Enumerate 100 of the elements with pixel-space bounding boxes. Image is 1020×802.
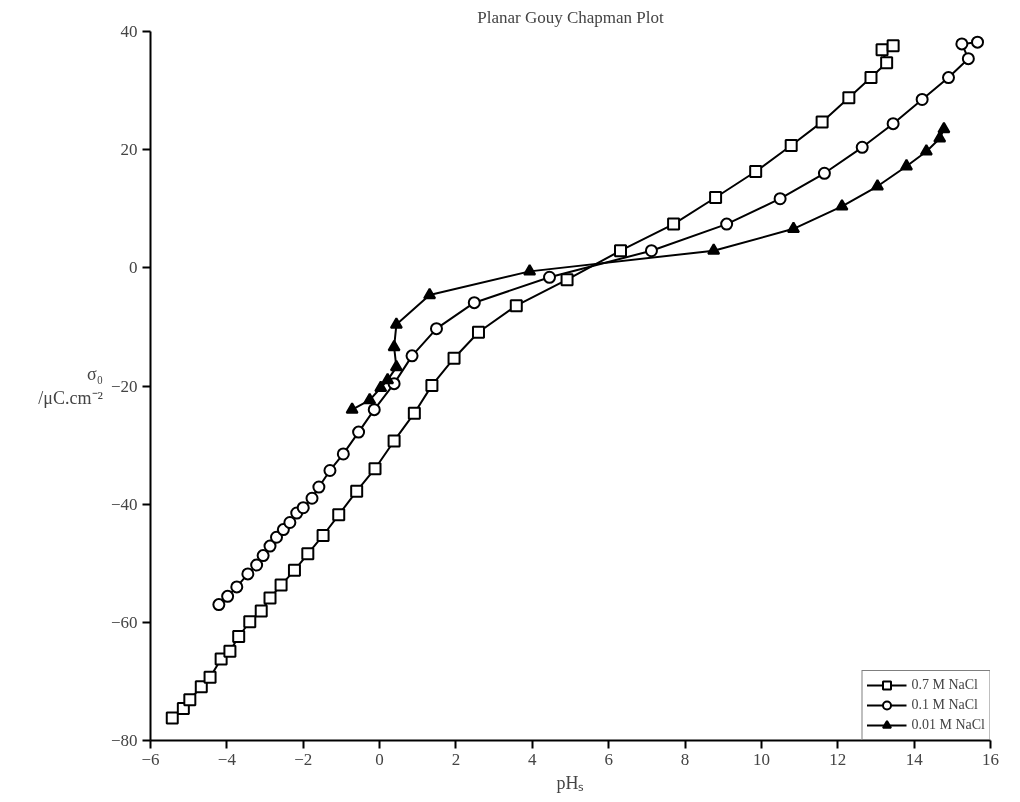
point bbox=[875, 43, 889, 57]
point bbox=[283, 515, 297, 529]
y-tick-label: −40 bbox=[110, 494, 138, 514]
x-tick-label: −4 bbox=[217, 749, 237, 769]
point bbox=[241, 567, 255, 581]
point bbox=[720, 217, 734, 231]
point bbox=[274, 578, 288, 592]
point bbox=[471, 325, 485, 339]
point bbox=[560, 273, 574, 287]
point bbox=[243, 615, 257, 629]
point bbox=[352, 425, 366, 439]
point bbox=[256, 549, 270, 563]
x-tick-label: 0 bbox=[375, 749, 384, 769]
point bbox=[543, 270, 556, 284]
x-tick-label: 2 bbox=[451, 749, 461, 769]
point bbox=[842, 91, 856, 105]
point bbox=[368, 462, 382, 476]
point bbox=[270, 530, 283, 544]
x-axis-title: pHₛ bbox=[556, 772, 585, 793]
legend-label: 0.01 M NaCl bbox=[911, 717, 985, 733]
point bbox=[232, 630, 246, 644]
y-tick-label: 20 bbox=[120, 140, 138, 160]
point bbox=[961, 52, 975, 66]
point bbox=[263, 539, 277, 553]
point bbox=[287, 563, 301, 577]
x-tick-label: −6 bbox=[141, 749, 160, 769]
point bbox=[363, 392, 377, 405]
point bbox=[773, 192, 787, 206]
point bbox=[407, 406, 421, 420]
point bbox=[447, 351, 461, 365]
point bbox=[955, 37, 969, 51]
point bbox=[786, 221, 800, 234]
point bbox=[316, 528, 330, 542]
point bbox=[183, 693, 197, 707]
y-tick-label: −60 bbox=[110, 612, 138, 632]
point bbox=[709, 191, 723, 205]
point bbox=[919, 144, 933, 156]
point bbox=[614, 244, 628, 258]
x-tick-label: 6 bbox=[604, 749, 613, 769]
point bbox=[667, 217, 681, 231]
point bbox=[350, 484, 364, 498]
point bbox=[815, 115, 829, 129]
point bbox=[301, 547, 315, 561]
point bbox=[817, 166, 831, 180]
point bbox=[203, 670, 217, 684]
legend-label: 0.7 M NaCl bbox=[911, 677, 978, 693]
point bbox=[312, 480, 326, 494]
point bbox=[784, 139, 798, 153]
point bbox=[749, 165, 763, 179]
point bbox=[389, 359, 403, 372]
point bbox=[971, 35, 985, 49]
point bbox=[221, 589, 235, 603]
point bbox=[250, 558, 264, 572]
x-tick-label: 10 bbox=[752, 749, 770, 769]
y-axis-title: σ₀ /μC.cm⁻² bbox=[38, 364, 103, 408]
point bbox=[870, 178, 884, 191]
point bbox=[381, 372, 395, 385]
point bbox=[880, 56, 894, 70]
point bbox=[296, 501, 310, 515]
point bbox=[707, 243, 721, 255]
x-tick-label: 8 bbox=[680, 749, 690, 769]
x-tick-label: 16 bbox=[982, 749, 999, 769]
point bbox=[165, 711, 179, 725]
point bbox=[387, 434, 401, 448]
point bbox=[835, 199, 849, 211]
point bbox=[323, 464, 337, 477]
y-tick-label: 40 bbox=[120, 22, 138, 41]
point bbox=[305, 491, 319, 505]
chart-title: Planar Gouy Chapman Plot bbox=[477, 7, 665, 27]
point bbox=[915, 92, 929, 106]
point bbox=[886, 117, 900, 131]
point bbox=[332, 508, 346, 522]
point bbox=[194, 680, 208, 694]
y-tick-label: 0 bbox=[129, 258, 138, 278]
point bbox=[254, 604, 268, 618]
x-tick-label: −2 bbox=[294, 749, 313, 769]
point bbox=[230, 580, 244, 594]
point bbox=[389, 317, 403, 329]
point bbox=[937, 121, 951, 134]
point bbox=[523, 264, 537, 276]
legend-label: 0.1 M NaCl bbox=[911, 697, 978, 713]
point bbox=[855, 140, 869, 154]
point bbox=[509, 299, 523, 313]
point bbox=[223, 644, 237, 658]
point bbox=[429, 322, 443, 336]
point bbox=[886, 39, 900, 53]
point bbox=[336, 447, 350, 461]
point bbox=[263, 591, 277, 605]
point bbox=[864, 71, 878, 85]
point bbox=[423, 287, 437, 300]
point bbox=[425, 378, 439, 392]
point bbox=[942, 71, 955, 85]
point bbox=[933, 131, 947, 143]
y-tick-label: −20 bbox=[110, 376, 138, 396]
point bbox=[374, 380, 388, 392]
point bbox=[367, 403, 381, 417]
point bbox=[405, 349, 419, 363]
point bbox=[900, 158, 913, 171]
point bbox=[387, 339, 401, 352]
x-tick-label: 14 bbox=[905, 749, 924, 769]
